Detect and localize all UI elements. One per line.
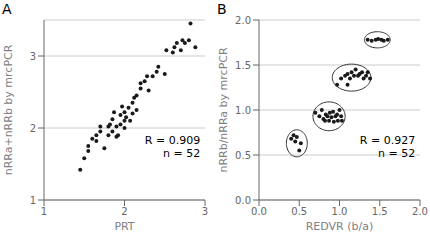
svg-text:nRRb/nRRa by mrcPCR: nRRb/nRRa by mrcPCR — [217, 47, 230, 173]
svg-text:2: 2 — [30, 123, 36, 134]
svg-text:1: 1 — [30, 195, 36, 206]
html-text:R = 0.927: R = 0.927 — [359, 134, 416, 148]
html-text:n = 52: n = 52 — [378, 147, 416, 161]
svg-text:3: 3 — [30, 51, 36, 62]
svg-text:1.5: 1.5 — [235, 60, 251, 71]
svg-text:0.0: 0.0 — [235, 195, 251, 206]
svg-text:1.0: 1.0 — [235, 105, 251, 116]
svg-text:0.5: 0.5 — [235, 150, 251, 161]
svg-text:3: 3 — [202, 206, 208, 217]
html-text:n = 52: n = 52 — [163, 147, 201, 161]
svg-text:0.5: 0.5 — [291, 206, 307, 217]
svg-text:PRT: PRT — [114, 220, 134, 233]
svg-text:REDVR (b/a): REDVR (b/a) — [306, 220, 374, 233]
svg-text:2.0: 2.0 — [412, 206, 422, 217]
svg-text:nRRa+nRRb by mrcPCR: nRRa+nRRb by mrcPCR — [8, 44, 15, 175]
svg-text:1.0: 1.0 — [332, 206, 348, 217]
html-text:B: B — [217, 1, 227, 17]
svg-text:1: 1 — [41, 206, 47, 217]
svg-text:0.0: 0.0 — [251, 206, 267, 217]
html-text:A: A — [2, 1, 12, 17]
svg-text:2.0: 2.0 — [235, 15, 251, 26]
svg-text:1.5: 1.5 — [372, 206, 388, 217]
svg-text:2: 2 — [121, 206, 127, 217]
html-text:R = 0.909: R = 0.909 — [144, 134, 201, 148]
